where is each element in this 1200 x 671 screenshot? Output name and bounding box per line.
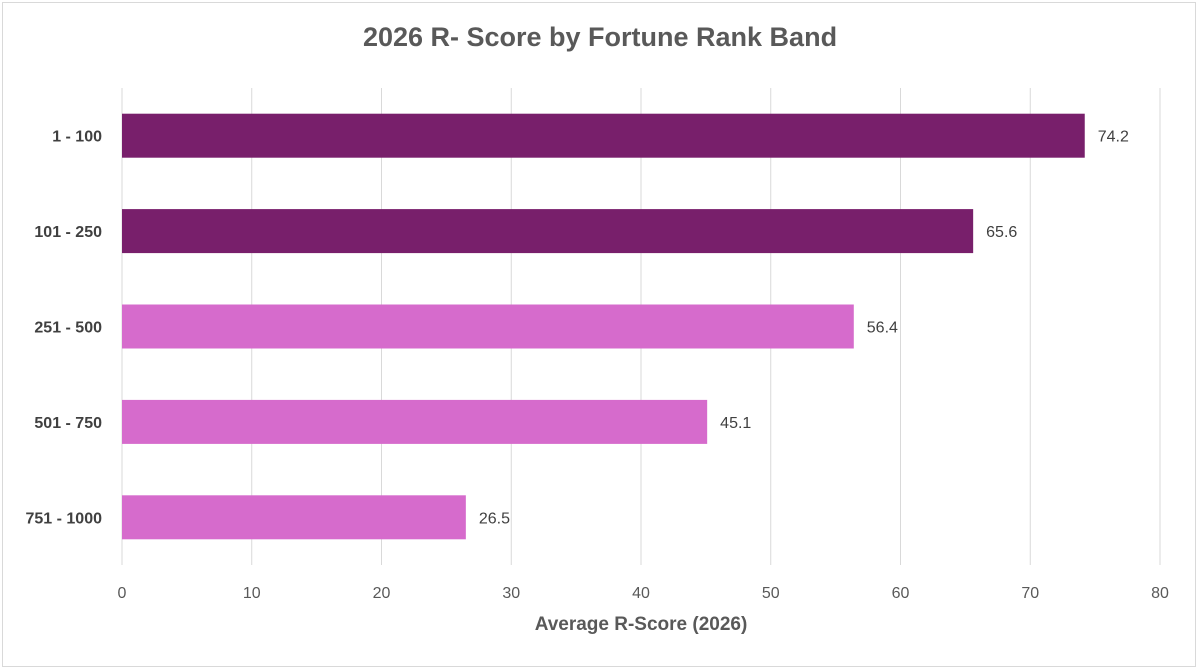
bar	[122, 113, 1085, 158]
data-label: 74.2	[1098, 129, 1129, 146]
x-tick-label: 0	[118, 585, 127, 602]
x-tick-label: 20	[373, 585, 391, 602]
bar	[122, 209, 974, 254]
y-category-label: 101 - 250	[34, 224, 102, 241]
bar	[122, 399, 708, 444]
y-category-label: 251 - 500	[34, 320, 102, 337]
y-category-label: 501 - 750	[34, 415, 102, 432]
bar	[122, 495, 466, 540]
x-tick-label: 30	[502, 585, 520, 602]
x-tick-label: 40	[632, 585, 650, 602]
data-label: 45.1	[720, 415, 751, 432]
data-label: 26.5	[479, 510, 510, 527]
chart-title: 2026 R- Score by Fortune Rank Band	[362, 22, 838, 52]
data-label: 65.6	[986, 224, 1017, 241]
data-label: 56.4	[867, 320, 898, 337]
x-tick-label: 70	[1021, 585, 1039, 602]
x-tick-label: 50	[762, 585, 780, 602]
x-tick-label: 10	[243, 585, 261, 602]
bar	[122, 304, 854, 349]
x-axis-title: Average R-Score (2026)	[534, 614, 748, 635]
x-tick-label: 60	[892, 585, 910, 602]
y-category-label: 751 - 1000	[25, 510, 102, 527]
x-tick-label: 80	[1151, 585, 1169, 602]
y-category-label: 1 - 100	[52, 129, 102, 146]
